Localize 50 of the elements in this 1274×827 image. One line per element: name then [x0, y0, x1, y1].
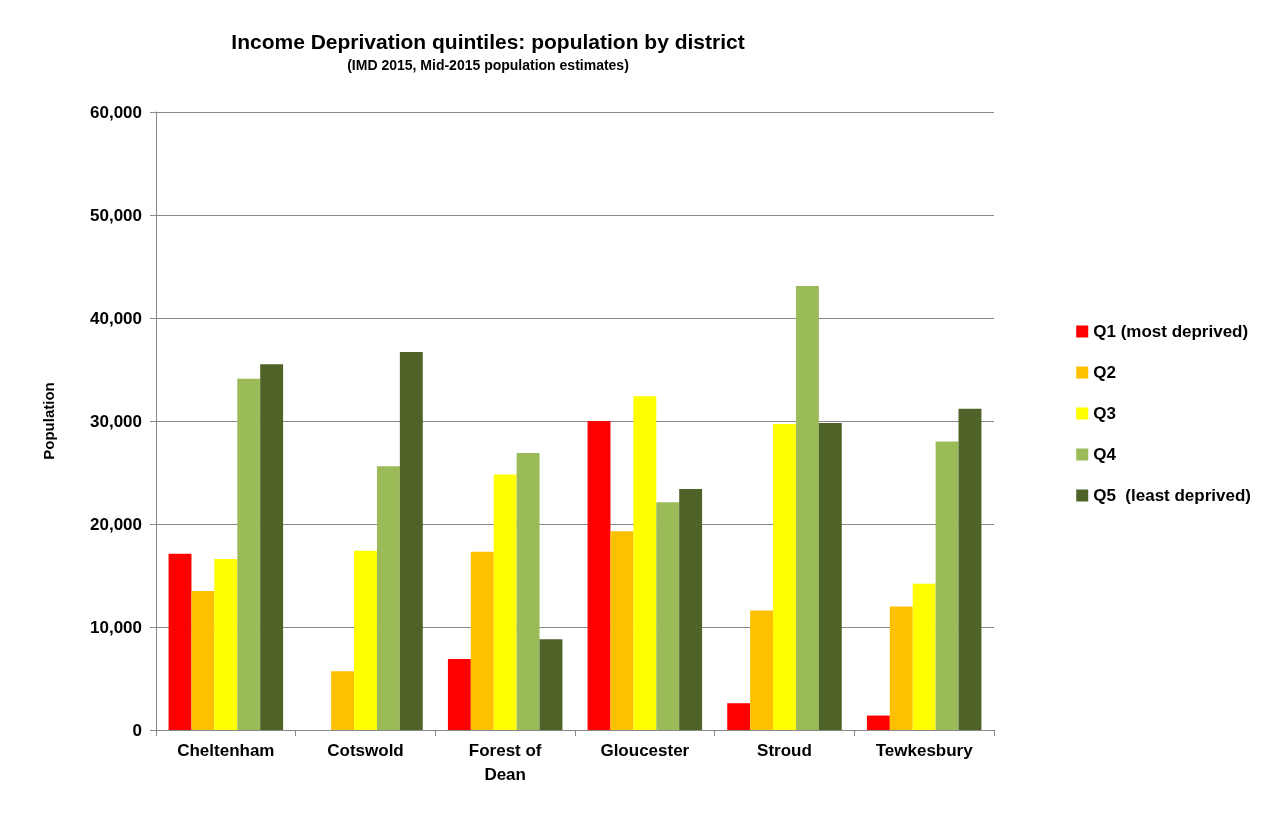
- legend-label: Q5 (least deprived): [1093, 486, 1252, 505]
- bar: [633, 396, 657, 730]
- y-tick-label: 30,000: [90, 411, 142, 431]
- bar: [912, 583, 936, 730]
- y-axis-title: Population: [40, 382, 57, 460]
- bar: [773, 424, 796, 730]
- y-tick-label: 50,000: [90, 205, 142, 225]
- legend-label: Q3: [1093, 404, 1116, 423]
- bar: [191, 590, 215, 730]
- y-tick-label: 60,000: [90, 102, 142, 122]
- x-tick-label: Cotswold: [327, 740, 404, 760]
- bar: [493, 474, 517, 730]
- chart-title: Income Deprivation quintiles: population by district: [231, 30, 745, 53]
- bar: [795, 286, 819, 730]
- x-tick-label: Forest of Dean: [468, 740, 542, 784]
- y-tick-label: 40,000: [90, 308, 142, 328]
- y-tick-label: 20,000: [90, 514, 142, 534]
- bar: [237, 378, 261, 730]
- bar: [516, 452, 540, 730]
- bar: [935, 441, 959, 730]
- bar: [376, 466, 400, 730]
- x-tick-label: Tewkesbury: [875, 740, 974, 760]
- bar: [260, 364, 284, 730]
- bar: [399, 351, 423, 730]
- bar: [168, 553, 192, 730]
- x-tick-label: Gloucester: [600, 740, 690, 760]
- bar: [539, 639, 563, 730]
- bar: [331, 671, 355, 730]
- chart-subtitle: (IMD 2015, Mid-2015 population estimates): [347, 57, 629, 73]
- y-tick-label: 10,000: [90, 617, 142, 637]
- bar: [587, 421, 611, 730]
- y-tick-label: 0: [132, 720, 142, 740]
- bar: [679, 488, 703, 730]
- bar: [866, 715, 890, 730]
- bar: [958, 408, 982, 730]
- bar: [727, 703, 751, 730]
- bar: [354, 550, 377, 730]
- bar: [610, 531, 634, 730]
- bar: [818, 423, 842, 730]
- x-tick-label: Stroud: [757, 740, 812, 760]
- bar: [214, 559, 238, 730]
- legend-label: Q4: [1093, 445, 1117, 464]
- legend-label: Q2: [1093, 363, 1116, 382]
- x-tick-label: Cheltenham: [177, 740, 275, 760]
- bar: [750, 610, 774, 730]
- bar: [889, 606, 913, 730]
- legend-label: Q1 (most deprived): [1093, 322, 1249, 341]
- bar: [447, 658, 471, 730]
- bar: [656, 502, 680, 730]
- bar: [470, 551, 494, 730]
